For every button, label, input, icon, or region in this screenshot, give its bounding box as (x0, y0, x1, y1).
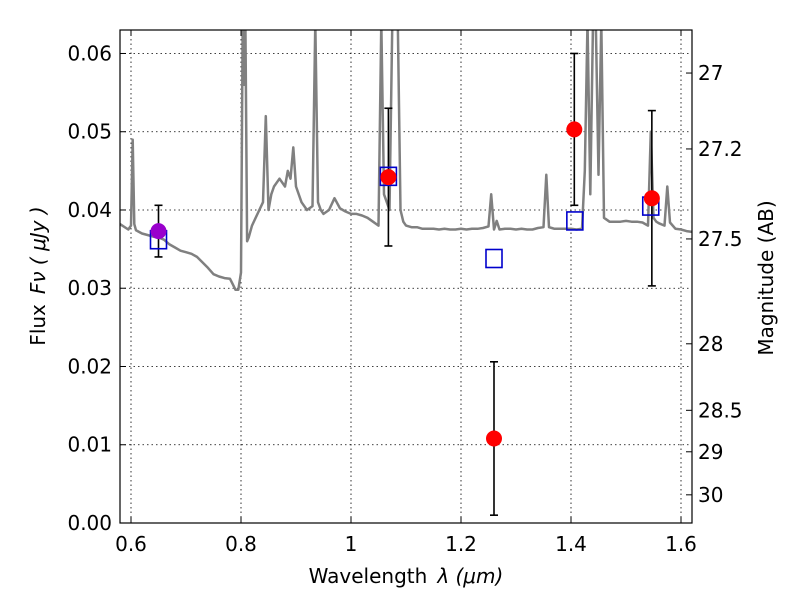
spectrum-line (120, 30, 692, 292)
measurement-point (380, 169, 397, 186)
measurement-point (486, 430, 502, 447)
gridlines (120, 30, 692, 524)
spectrum-layer (120, 30, 692, 292)
y-tick-label: 0.02 (67, 354, 112, 378)
y-tick-label: 0.05 (67, 120, 112, 144)
right-tick-label: 30 (698, 483, 723, 507)
measurement-point (150, 223, 167, 240)
y-tick-label: 0.00 (67, 511, 112, 535)
x-tick-label: 1.4 (555, 532, 587, 556)
right-axis-label: Magnitude (AB) (754, 200, 778, 355)
x-axis-label: Wavelength λ (μm) (309, 564, 504, 588)
right-tick-label: 29 (698, 440, 723, 464)
x-axis-label-text: Wavelength (309, 564, 428, 588)
right-axis-ticks: 27 27.2 27.5 28 28.5 29 30 (686, 61, 743, 507)
right-tick-label: 27 (698, 61, 723, 85)
y-tick-label: 0.03 (67, 276, 112, 300)
errorbar-layer (154, 52, 656, 516)
x-tick-label: 0.8 (225, 532, 257, 556)
measurement-point (643, 190, 660, 207)
model-square-point (379, 166, 398, 187)
x-tick-label: 1.6 (665, 532, 697, 556)
model-square-point (485, 248, 503, 269)
right-tick-label: 28.5 (698, 398, 743, 422)
right-tick-label: 28 (698, 332, 723, 356)
y-axis-label-math: Fν ( μJy ) (26, 206, 50, 294)
x-axis-label-math: λ (μm) (436, 564, 503, 588)
y-tick-label: 0.04 (67, 198, 112, 222)
model-square-point (566, 211, 584, 231)
y-tick-label: 0.06 (67, 41, 112, 65)
y-axis-ticks: 0.00 0.01 0.02 0.03 0.04 0.05 0.06 (67, 41, 126, 535)
x-tick-label: 1 (345, 532, 358, 556)
measurement-point (566, 121, 583, 138)
model-square-layer (149, 166, 660, 269)
y-axis-label: Flux Fν ( μJy ) (26, 206, 50, 345)
x-axis-ticks: 0.6 0.8 1 1.2 1.4 1.6 (115, 30, 697, 556)
y-tick-label: 0.01 (67, 433, 112, 457)
x-tick-label: 0.6 (115, 532, 147, 556)
x-tick-label: 1.2 (445, 532, 477, 556)
right-tick-label: 27.2 (698, 137, 743, 161)
plot-frame (119, 29, 693, 524)
right-tick-label: 27.5 (698, 227, 743, 251)
y-axis-label-text: Flux (26, 304, 50, 346)
measurement-circle-layer (150, 121, 660, 447)
